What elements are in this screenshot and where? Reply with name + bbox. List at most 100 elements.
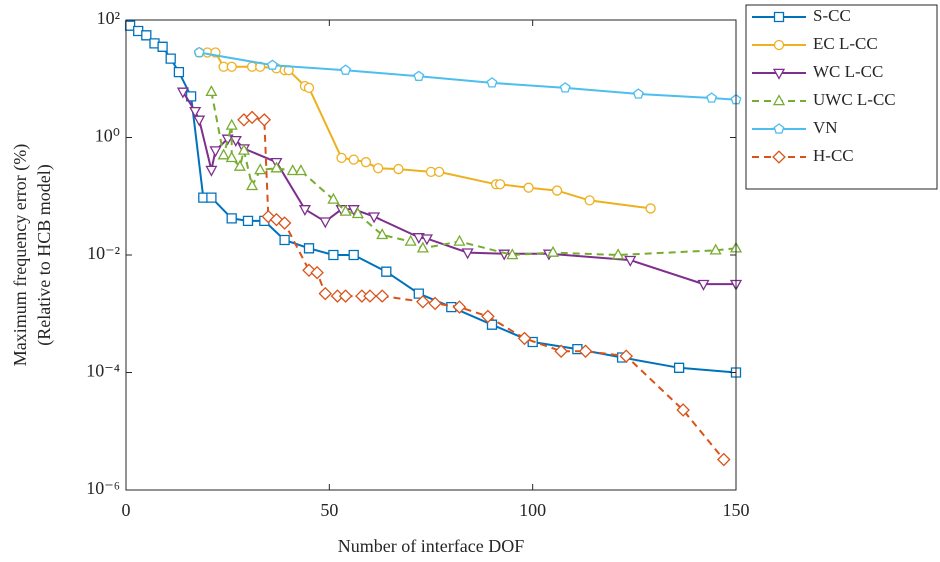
- legend-text: H-CC: [813, 146, 854, 165]
- data-marker: [376, 228, 389, 240]
- data-marker: [433, 166, 445, 178]
- data-marker: [294, 164, 307, 176]
- legend-marker: [772, 94, 786, 106]
- legend-text: EC L-CC: [813, 34, 878, 53]
- data-marker: [412, 233, 425, 245]
- series-line: [243, 116, 725, 461]
- data-marker: [676, 403, 690, 417]
- data-marker: [254, 163, 267, 175]
- data-marker: [381, 266, 392, 277]
- data-marker: [303, 243, 315, 254]
- x-tick-label: 50: [320, 500, 338, 520]
- data-marker: [486, 319, 498, 330]
- legend-marker: [772, 150, 786, 164]
- y-axis-label: (Relative to HCB model): [34, 164, 55, 345]
- data-marker: [584, 195, 595, 206]
- data-marker: [298, 205, 312, 217]
- y-tick-label: 10⁻²: [87, 243, 120, 263]
- data-marker: [286, 164, 299, 176]
- data-marker: [517, 331, 532, 346]
- data-marker: [375, 289, 390, 303]
- data-marker: [416, 294, 430, 309]
- data-marker: [206, 192, 217, 203]
- data-marker: [303, 82, 315, 93]
- data-marker: [237, 143, 251, 155]
- data-marker: [494, 179, 506, 190]
- data-marker: [189, 106, 202, 118]
- data-marker: [697, 279, 710, 291]
- data-marker: [486, 77, 498, 88]
- data-marker: [157, 41, 168, 52]
- data-marker: [245, 179, 259, 191]
- data-marker: [261, 209, 276, 224]
- data-marker: [226, 61, 237, 72]
- data-marker: [209, 146, 222, 158]
- x-tick-label: 150: [723, 500, 750, 520]
- legend-marker: [773, 39, 785, 51]
- data-marker: [420, 234, 434, 246]
- y-tick-label: 10⁻⁴: [86, 361, 120, 381]
- data-marker: [270, 161, 283, 173]
- data-marker: [632, 88, 644, 99]
- data-marker: [266, 59, 278, 70]
- data-marker: [338, 289, 353, 303]
- data-marker: [205, 165, 218, 177]
- data-marker: [279, 234, 290, 246]
- data-marker: [328, 249, 339, 261]
- data-marker: [393, 163, 404, 175]
- data-marker: [339, 204, 352, 216]
- data-marker: [318, 286, 333, 301]
- data-marker: [559, 82, 571, 93]
- data-marker: [193, 46, 205, 58]
- data-marker: [193, 115, 206, 127]
- series-line: [199, 51, 737, 101]
- data-marker: [461, 248, 474, 260]
- data-marker: [348, 249, 359, 261]
- legend-text: S-CC: [813, 6, 851, 25]
- data-marker: [404, 234, 417, 246]
- axes-box: [125, 19, 737, 491]
- data-marker: [340, 64, 352, 75]
- data-marker: [551, 185, 563, 196]
- data-marker: [673, 362, 685, 373]
- data-marker: [363, 289, 377, 303]
- data-marker: [176, 87, 190, 99]
- legend-marker: [773, 123, 785, 134]
- y-tick-label: 10²: [97, 8, 120, 28]
- data-marker: [367, 212, 381, 224]
- data-marker: [446, 301, 457, 313]
- data-marker: [611, 248, 625, 260]
- data-marker: [225, 118, 238, 130]
- data-marker: [205, 85, 218, 97]
- data-marker: [452, 300, 467, 314]
- data-marker: [173, 66, 185, 78]
- data-marker: [360, 157, 372, 168]
- x-tick-label: 100: [519, 500, 546, 520]
- data-marker: [709, 243, 722, 255]
- data-marker: [523, 182, 534, 193]
- x-axis-label: Number of interface DOF: [338, 536, 524, 556]
- y-tick-label: 10⁰: [95, 126, 120, 146]
- legend-marker: [773, 11, 785, 23]
- legend-marker: [772, 68, 786, 80]
- data-marker: [546, 245, 560, 257]
- data-marker: [165, 53, 176, 64]
- x-tick-label: 0: [122, 500, 131, 520]
- data-marker: [645, 203, 656, 214]
- data-marker: [245, 110, 259, 125]
- data-marker: [716, 452, 731, 467]
- data-marker: [706, 92, 718, 103]
- data-marker: [221, 134, 234, 146]
- data-marker: [319, 217, 332, 229]
- plot-area: [124, 20, 742, 467]
- legend-text: VN: [813, 118, 838, 137]
- data-marker: [229, 135, 242, 147]
- data-marker: [624, 255, 637, 267]
- data-marker: [225, 151, 238, 163]
- data-marker: [428, 296, 442, 311]
- data-marker: [372, 163, 384, 174]
- data-marker: [336, 152, 347, 164]
- y-tick-label: 10⁻⁶: [86, 478, 120, 498]
- data-marker: [413, 70, 425, 81]
